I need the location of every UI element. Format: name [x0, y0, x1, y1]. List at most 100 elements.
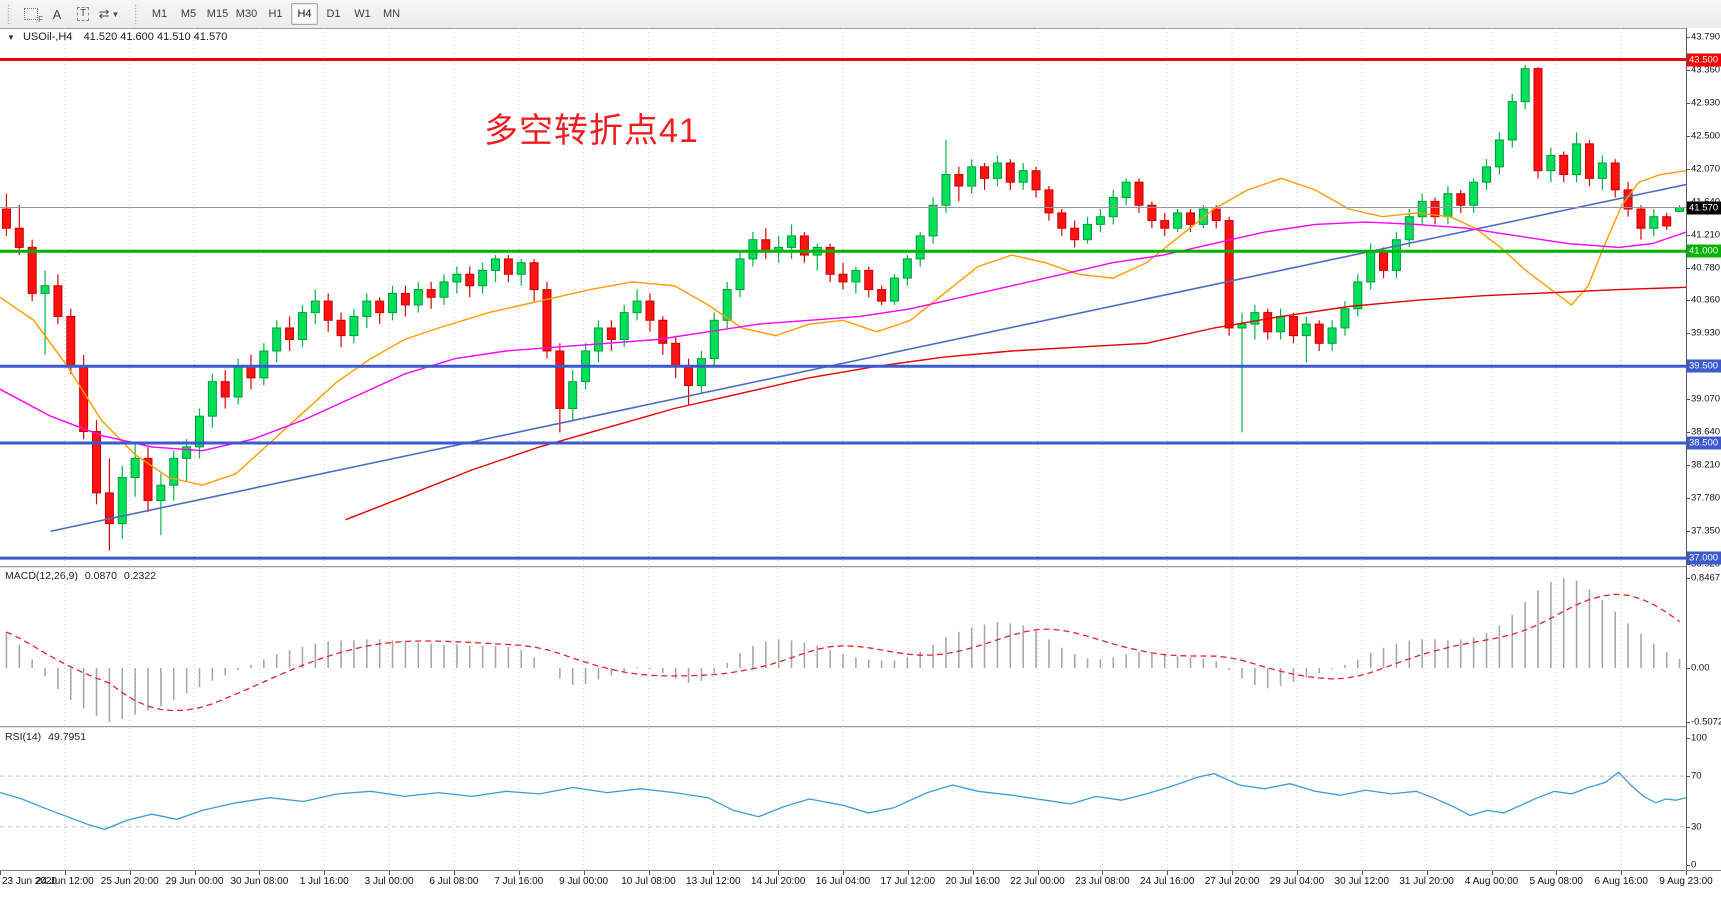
price-tick-label: 40.780: [1691, 262, 1721, 274]
price-tick-label: 43.790: [1691, 31, 1721, 43]
price-tick-mark: [1687, 169, 1690, 171]
text-label-tool-button[interactable]: T: [70, 2, 96, 26]
time-tick-label: 14 Jul 20:00: [750, 876, 806, 887]
textbox-t-icon: T: [76, 7, 90, 21]
time-tick-mark: [518, 871, 520, 875]
time-tick-mark: [1232, 871, 1234, 875]
timeframe-button-m5[interactable]: M5: [180, 8, 197, 20]
timeframe-button-m30[interactable]: M30: [235, 8, 258, 20]
macd-tick-label: 0.8467: [1691, 572, 1721, 584]
time-tick-label: 7 Jul 16:00: [494, 876, 544, 887]
time-tick-mark: [194, 871, 196, 875]
text-tool-button[interactable]: A: [44, 2, 70, 26]
macd-tick-label: -0.5072: [1691, 716, 1721, 728]
rsi-indicator-label: RSI(14) 49.7951: [5, 731, 87, 743]
price-tick-mark: [1687, 399, 1690, 401]
macd-tick-mark: [1687, 578, 1690, 579]
time-tick-mark: [1167, 871, 1169, 875]
price-tick-mark: [1687, 268, 1690, 270]
time-tick-label: 6 Jul 08:00: [429, 876, 479, 887]
timeframe-button-mn[interactable]: MN: [382, 8, 401, 20]
panel-separator[interactable]: [0, 726, 1721, 728]
rsi-tick-label: 100: [1691, 732, 1707, 744]
time-tick-label: 20 Jul 16:00: [945, 876, 1000, 887]
time-tick-label: 4 Aug 00:00: [1464, 876, 1519, 887]
price-tick-label: 43.360: [1691, 64, 1721, 76]
timeframe-button-m1[interactable]: M1: [151, 8, 168, 20]
chart-text-annotation[interactable]: 多空转折点41: [484, 112, 699, 150]
time-tick-mark: [129, 871, 131, 875]
toolbar-grip-2[interactable]: [134, 4, 138, 24]
timeframe-button-d1[interactable]: D1: [326, 8, 341, 20]
time-tick-mark: [1426, 871, 1428, 875]
time-tick-label: 24 Jun 12:00: [35, 876, 94, 887]
text-a-icon: A: [52, 6, 62, 22]
timeframe-button-m15[interactable]: M15: [206, 8, 229, 20]
time-axis[interactable]: 23 Jun 2020 24 Jun 12:00 25 Jun 20:00 29 Ju…: [0, 870, 1721, 900]
price-tick-mark: [1687, 37, 1690, 39]
macd-signal-value: 0.2322: [123, 570, 157, 582]
rsi-line: [0, 771, 1686, 831]
arrows-icon: ⇄: [98, 6, 110, 21]
symbol-title: ▼ USOil-,H4 41.520 41.600 41.510 41.570: [7, 31, 227, 43]
macd-signal-line: [6, 593, 1680, 712]
time-tick-mark: [713, 871, 715, 875]
macd-panel[interactable]: [0, 568, 1686, 726]
slow-ma-line: [345, 286, 1686, 521]
time-tick-label: 3 Jul 00:00: [364, 876, 414, 887]
price-tick-label: 40.360: [1691, 294, 1721, 306]
price-tick-label: 41.210: [1691, 229, 1721, 241]
time-tick-label: 24 Jul 16:00: [1139, 876, 1195, 887]
macd-main-value: 0.0870: [84, 570, 117, 582]
time-tick-mark: [324, 871, 326, 875]
ohlc-readout: 41.520 41.600 41.510 41.570: [83, 31, 228, 43]
timeframe-button-h1[interactable]: H1: [268, 8, 283, 20]
price-chart-panel[interactable]: [0, 28, 1686, 566]
time-tick-label: 16 Jul 04:00: [815, 876, 871, 887]
arrows-tool-button[interactable]: ⇄ ▼: [96, 2, 122, 26]
toolbar-grip[interactable]: [7, 4, 11, 24]
timeframe-button-h4[interactable]: H4: [291, 3, 318, 25]
time-tick-mark: [972, 871, 974, 875]
price-badge-41.570: 41.570: [1687, 201, 1721, 214]
rsi-tick-mark: [1687, 738, 1690, 739]
dropdown-caret-icon: ▼: [111, 9, 120, 19]
rsi-value: 49.7951: [48, 731, 87, 743]
timeframe-button-w1[interactable]: W1: [354, 8, 371, 20]
collapse-triangle-icon[interactable]: ▼: [7, 33, 15, 42]
rsi-panel[interactable]: [0, 728, 1686, 870]
price-badge-41.000: 41.000: [1687, 244, 1721, 258]
panel-separator[interactable]: [0, 566, 1721, 568]
time-tick-label: 23 Jul 08:00: [1075, 876, 1130, 887]
time-tick-mark: [1686, 871, 1687, 875]
time-tick-label: 9 Aug 23:00: [1659, 876, 1713, 887]
time-tick-label: 17 Jul 12:00: [880, 876, 936, 887]
price-tick-mark: [1687, 300, 1690, 302]
time-tick-label: 22 Jul 00:00: [1010, 876, 1065, 887]
chart-area[interactable]: [0, 28, 1686, 870]
time-tick-mark: [259, 871, 261, 875]
dotted-frame-icon: F: [24, 8, 43, 24]
time-tick-mark: [907, 871, 909, 875]
time-tick-mark: [389, 871, 391, 875]
time-tick-mark: [648, 871, 650, 875]
time-tick-label: 30 Jun 08:00: [230, 876, 289, 887]
rsi-tick-label: 70: [1691, 770, 1702, 782]
macd-tick-mark: [1687, 721, 1690, 723]
time-tick-mark: [1102, 871, 1104, 875]
time-tick-mark: [1361, 871, 1363, 875]
time-tick-label: 31 Jul 20:00: [1399, 876, 1454, 887]
frame-f-tool-button[interactable]: F: [18, 2, 44, 26]
time-tick-mark: [778, 871, 780, 875]
price-axis[interactable]: 43.79043.36042.93042.50042.07041.64041.2…: [1686, 28, 1721, 871]
price-badge-38.500: 38.500: [1687, 436, 1721, 450]
price-tick-mark: [1687, 235, 1690, 237]
macd-tick-mark: [1687, 668, 1690, 669]
price-badge-37.000: 37.000: [1687, 551, 1721, 565]
price-tick-label: 38.210: [1691, 459, 1721, 471]
price-tick-mark: [1687, 70, 1690, 72]
time-tick-label: 13 Jul 12:00: [686, 876, 741, 887]
rsi-tick-mark: [1687, 776, 1690, 778]
price-tick-label: 37.350: [1691, 525, 1721, 537]
macd-tick-label: 0.00: [1691, 662, 1710, 674]
